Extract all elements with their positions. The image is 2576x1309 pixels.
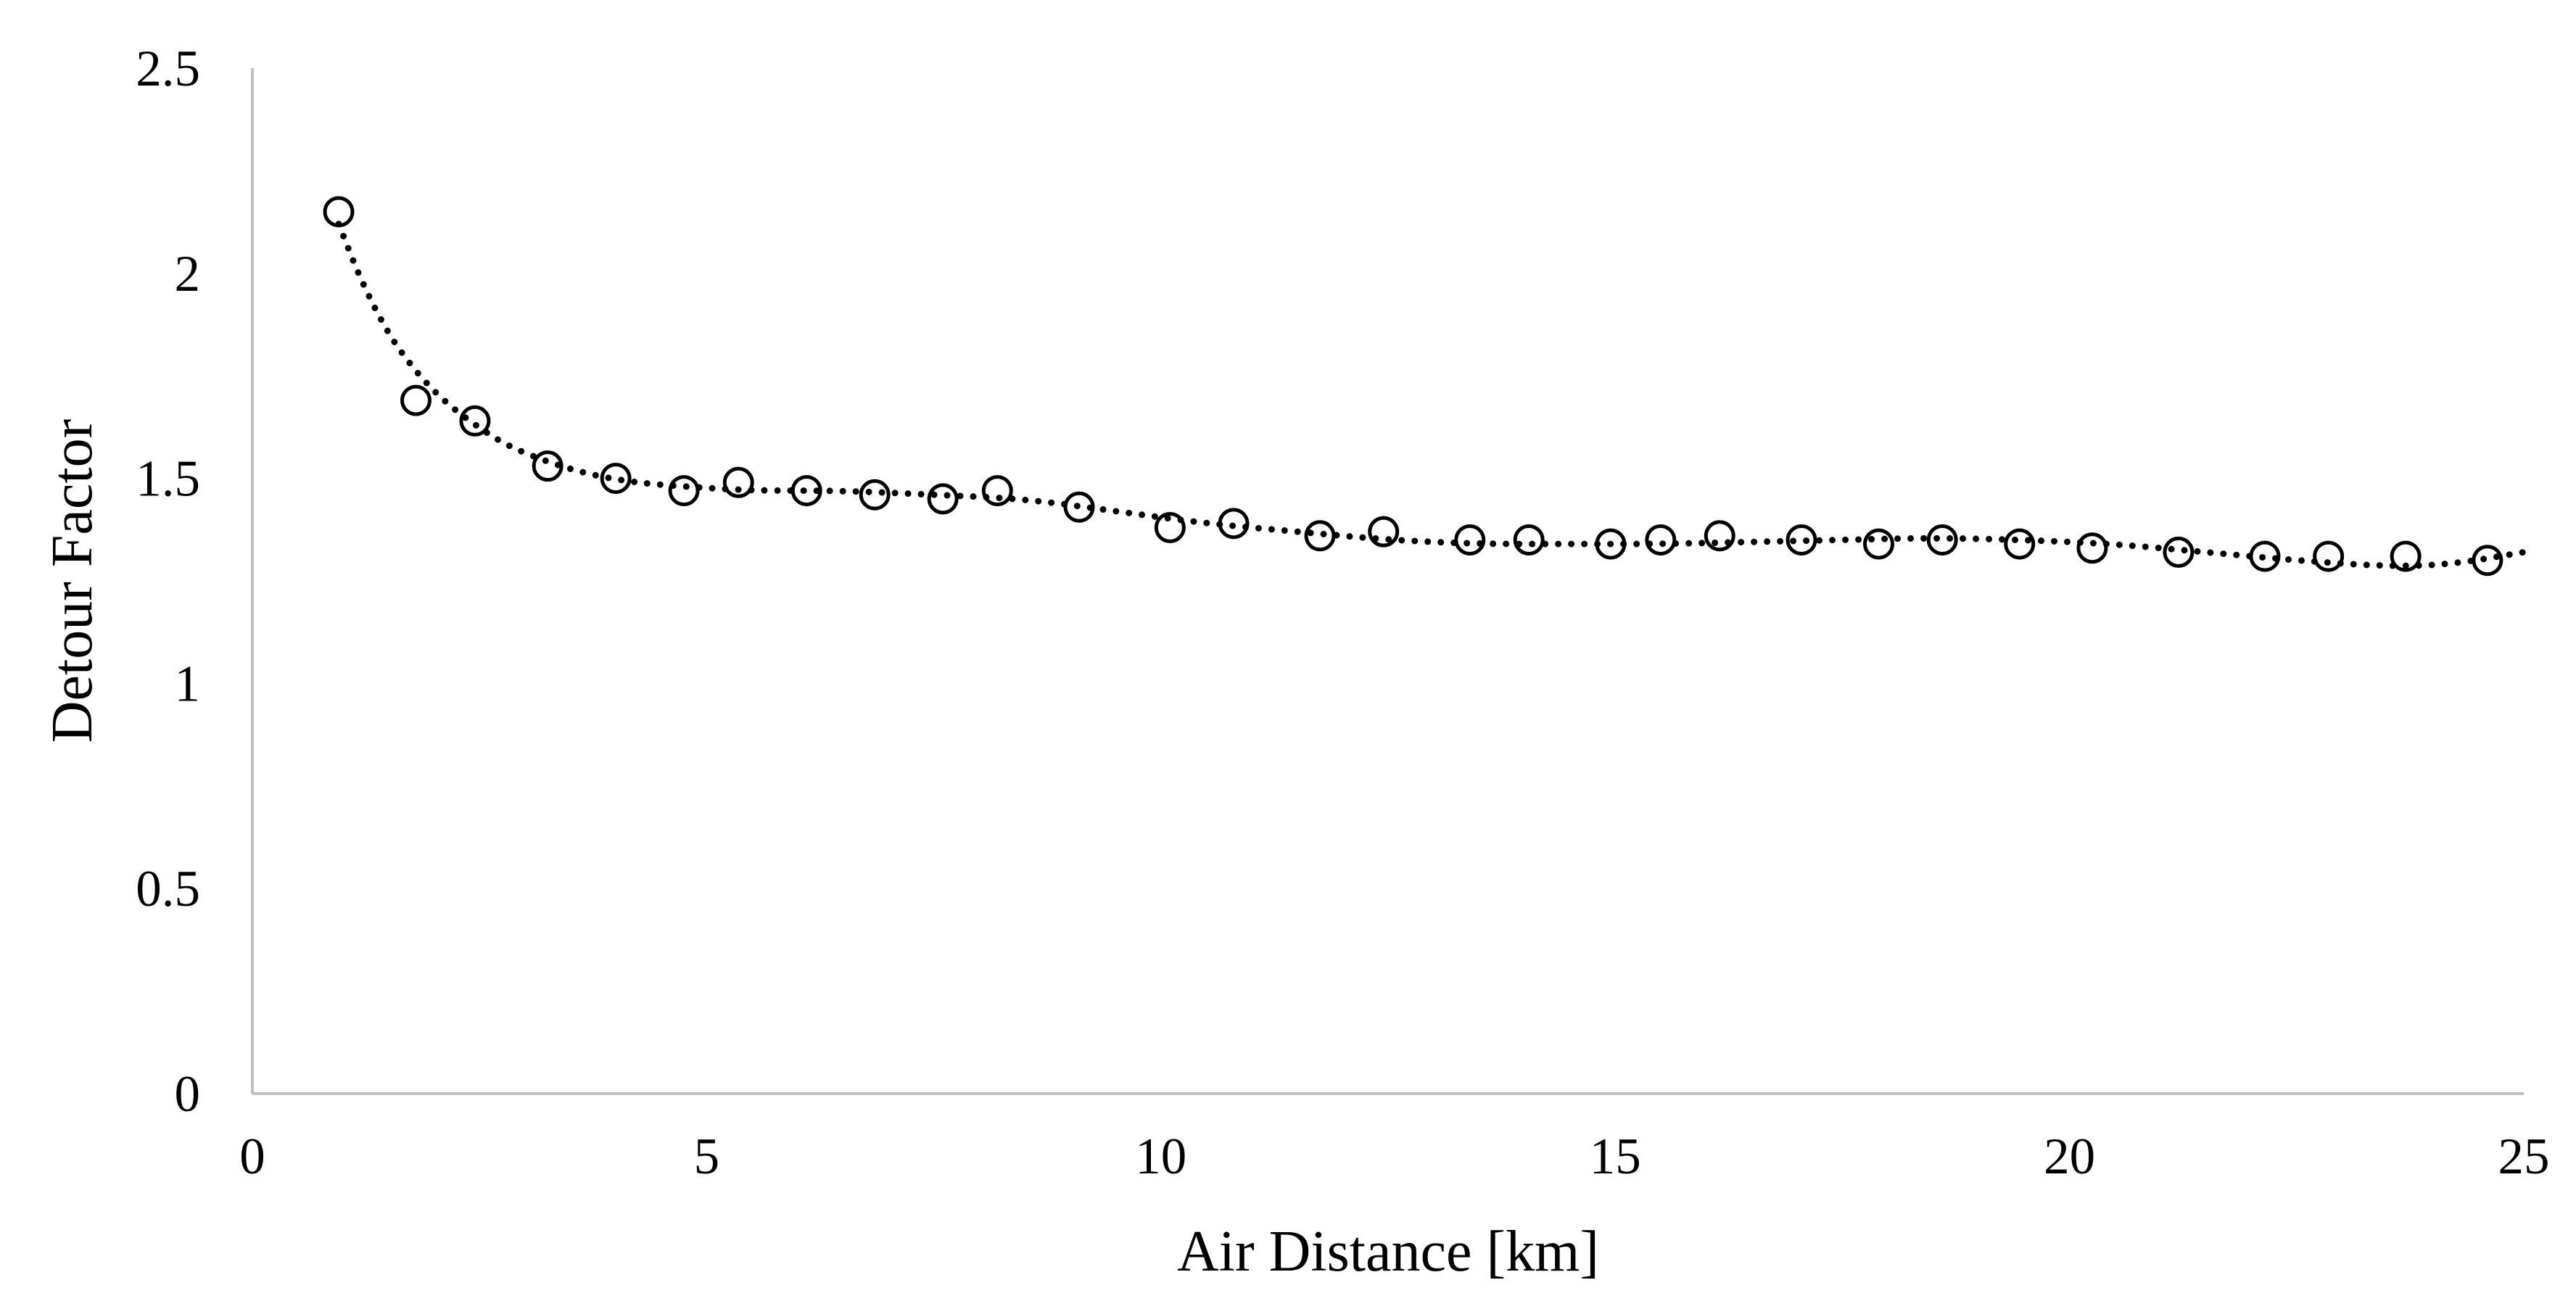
data-point <box>1063 491 1095 523</box>
data-point <box>927 483 959 515</box>
data-point <box>2163 536 2195 568</box>
x-axis-title: Air Distance [km] <box>1177 1220 1599 1284</box>
data-point <box>1218 508 1250 540</box>
data-point <box>1304 520 1336 552</box>
data-point <box>1513 524 1545 556</box>
data-point <box>459 405 491 437</box>
data-point <box>400 384 432 416</box>
data-point <box>2249 540 2281 572</box>
x-tick-label: 20 <box>2044 1128 2095 1185</box>
data-points <box>323 196 2503 577</box>
y-tick-label: 0.5 <box>136 861 200 917</box>
data-point <box>1645 524 1677 556</box>
data-point <box>2313 540 2345 572</box>
data-point <box>2390 540 2422 572</box>
y-tick-label: 1 <box>175 656 201 712</box>
y-tick-label: 2 <box>175 246 201 302</box>
data-point <box>859 479 891 511</box>
data-point <box>2472 545 2503 577</box>
data-point <box>2076 532 2108 564</box>
data-point <box>2004 528 2036 560</box>
y-tick-label: 1.5 <box>136 451 200 508</box>
data-point <box>1704 520 1735 552</box>
data-point <box>981 475 1013 507</box>
y-tick-label: 2.5 <box>136 41 200 97</box>
data-point <box>668 475 700 507</box>
x-tick-label: 25 <box>2498 1128 2550 1185</box>
y-tick-label: 0 <box>175 1066 201 1123</box>
x-tick-label: 0 <box>239 1128 265 1185</box>
data-point <box>722 466 754 498</box>
data-point <box>1595 528 1627 560</box>
y-axis-title: Detour Factor <box>41 419 104 743</box>
data-point <box>532 450 564 482</box>
data-point <box>790 475 822 507</box>
axes <box>251 68 2524 1095</box>
data-point <box>323 196 355 228</box>
trend-line <box>335 220 2527 569</box>
data-point <box>1786 524 1817 556</box>
data-point <box>1368 516 1400 548</box>
data-point <box>1926 524 1958 556</box>
data-point <box>600 463 632 495</box>
tick-labels: 0 5 10 15 20 25 0 0.5 1 1.5 2 2.5 <box>136 41 2549 1185</box>
data-point <box>1863 528 1895 560</box>
x-tick-label: 15 <box>1590 1128 1641 1185</box>
trend-line-path <box>335 220 2527 569</box>
data-point <box>1154 511 1186 543</box>
x-tick-label: 10 <box>1135 1128 1186 1185</box>
data-point <box>1454 524 1486 556</box>
x-tick-label: 5 <box>694 1128 720 1185</box>
